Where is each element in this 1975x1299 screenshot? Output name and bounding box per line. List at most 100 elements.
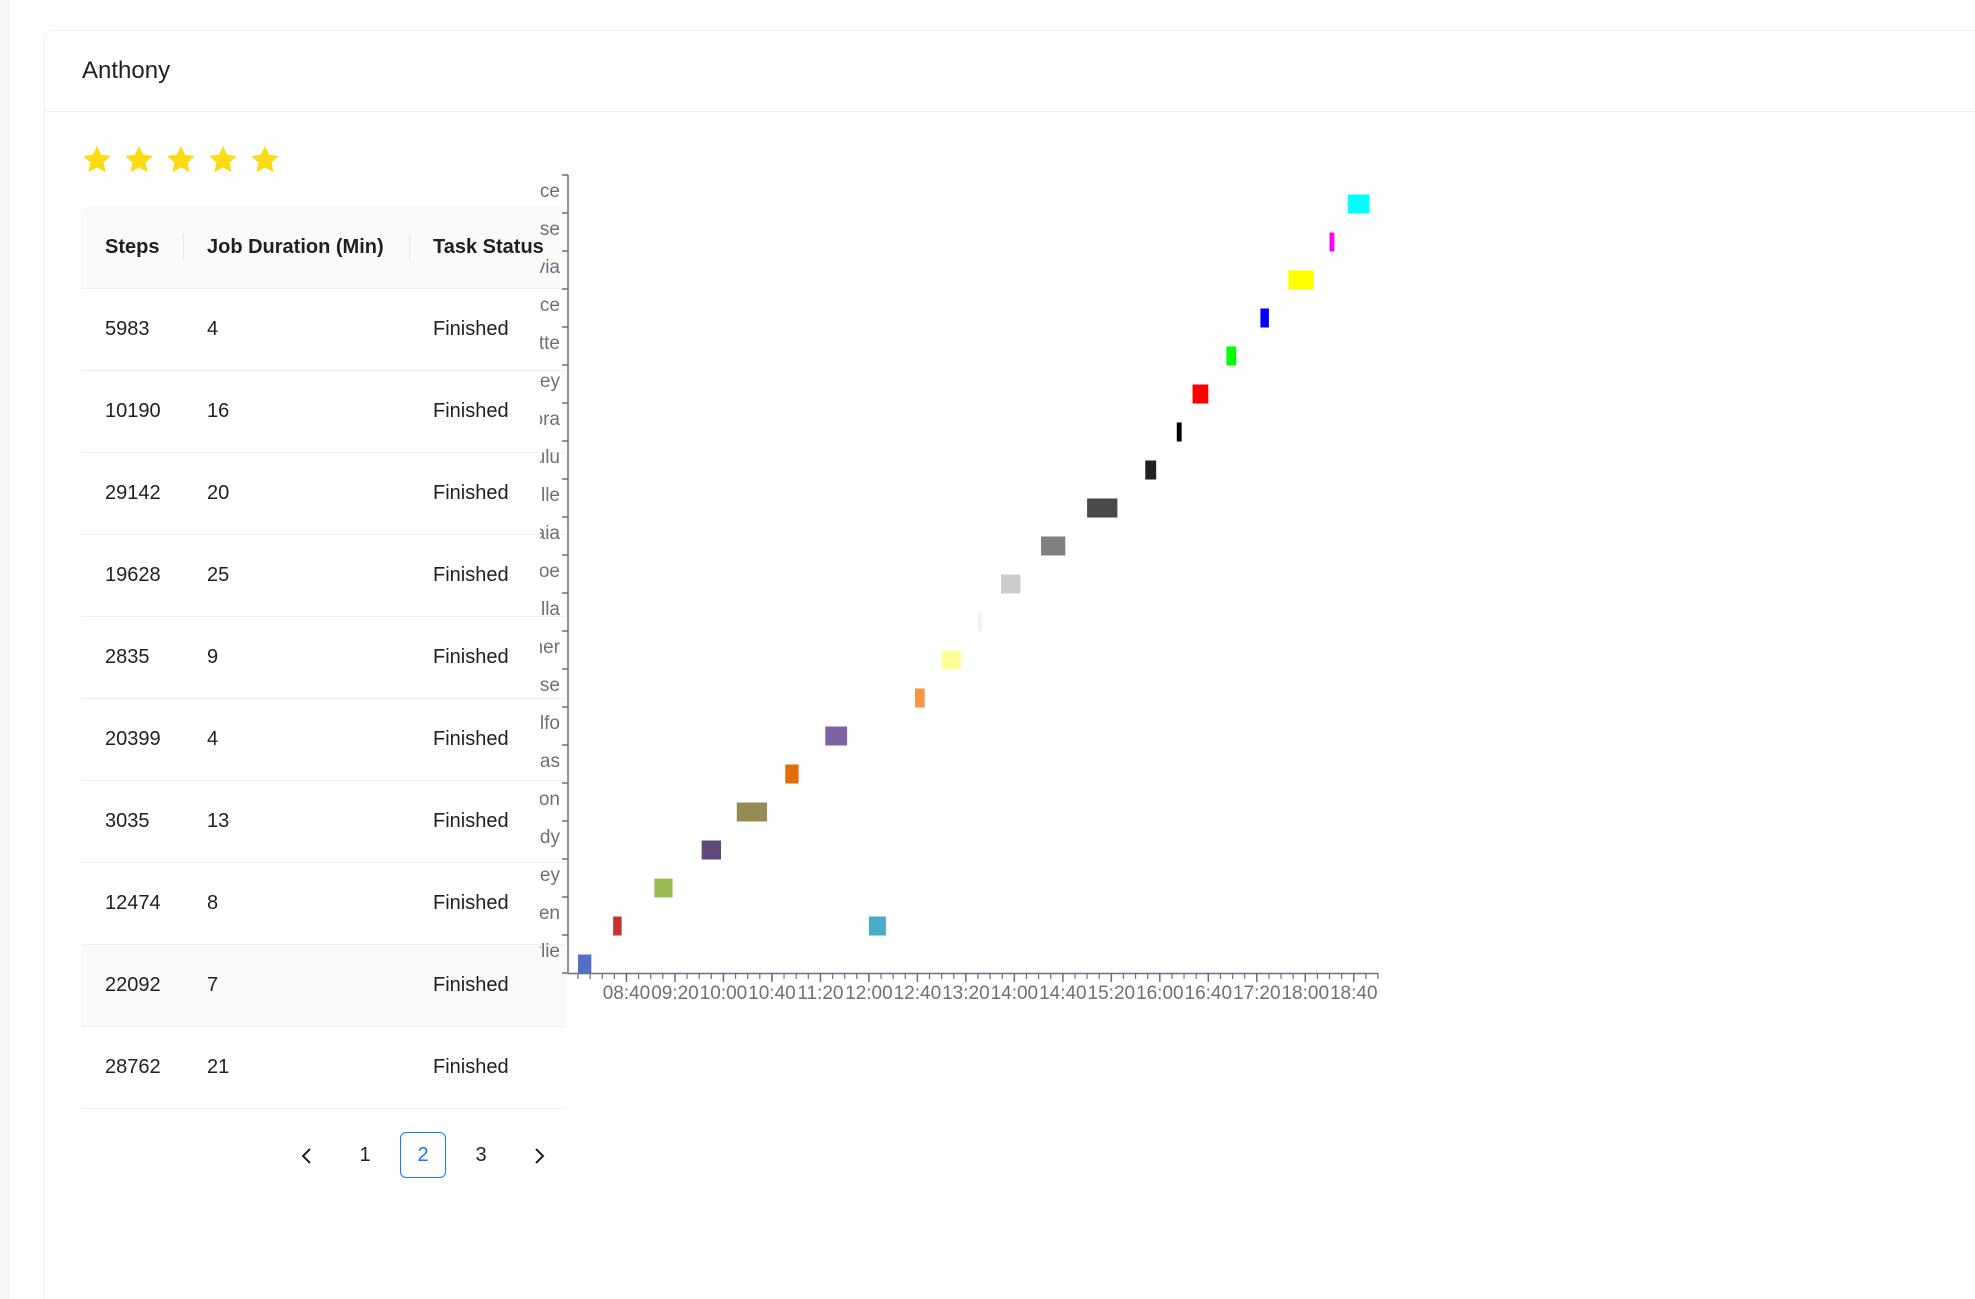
star-icon[interactable] [123, 144, 155, 176]
cell-job-duration: 25 [183, 534, 409, 617]
y-tick-label: Monroe [540, 561, 560, 582]
cell-steps: 22092 [81, 944, 183, 1027]
cell-job-duration: 9 [183, 616, 409, 699]
star-icon[interactable] [165, 144, 197, 176]
gantt-plot: Karlie Alden Burley Brody Juston Elias Arnulfo… [540, 174, 1379, 1004]
pagination-page-2[interactable]: 2 [400, 1132, 446, 1178]
pagination-page-3[interactable]: 3 [475, 1144, 487, 1166]
gantt-bar-marquise[interactable] [914, 688, 925, 708]
x-tick-label: 08:40 [603, 983, 651, 1004]
gantt-bar-heloise[interactable] [1329, 232, 1335, 252]
gantt-bar-arnulfo[interactable] [825, 726, 848, 746]
column-header-steps: Steps [81, 206, 183, 289]
table-row: 22092 7 Finished [81, 944, 566, 1027]
pagination-prev-button[interactable] [284, 1132, 330, 1178]
left-panel-edge [0, 0, 10, 1299]
gantt-bar-juston[interactable] [736, 802, 768, 822]
x-tick-label: 18:00 [1281, 983, 1329, 1004]
cell-steps: 28762 [81, 1026, 183, 1109]
cell-steps: 10190 [81, 370, 183, 453]
gantt-bar-karlie[interactable] [578, 954, 592, 974]
star-icon[interactable] [207, 144, 239, 176]
cell-task-status: Finished [409, 370, 566, 453]
gantt-bar-torey[interactable] [1192, 384, 1209, 404]
gantt-bar-alden[interactable] [613, 916, 622, 936]
gantt-bar-elias[interactable] [785, 764, 799, 784]
y-tick-label: Alden [540, 903, 560, 924]
y-tick-label: Beatrice [540, 295, 560, 316]
gantt-bar-nora[interactable] [1176, 422, 1182, 442]
pagination-next-button[interactable] [516, 1132, 562, 1178]
y-tick-label: Nelle [540, 485, 560, 506]
cell-job-duration: 13 [183, 780, 409, 863]
cell-task-status: Finished [409, 534, 566, 617]
star-icon[interactable] [81, 144, 113, 176]
y-tick-label: Torey [540, 371, 560, 392]
gantt-bar-lisette[interactable] [1226, 346, 1237, 366]
cell-steps: 2835 [81, 616, 183, 699]
y-tick-label: Elias [540, 751, 560, 772]
cell-task-status: Finished [409, 288, 566, 371]
y-tick-label: Juston [540, 789, 560, 810]
x-tick-label: 14:00 [991, 983, 1039, 1004]
x-tick-label: 15:20 [1088, 983, 1136, 1004]
y-tick-label: Summer [540, 637, 561, 658]
gantt-bar-summer[interactable] [941, 650, 962, 670]
cell-task-status: Finished [409, 1026, 566, 1109]
star-rating[interactable] [81, 144, 281, 176]
cell-steps: 12474 [81, 862, 183, 945]
gantt-bar-nelle[interactable] [1087, 498, 1118, 518]
jobs-table: Steps Job Duration (Min) Task Status 598… [81, 206, 566, 1109]
x-tick-label: 10:00 [700, 983, 748, 1004]
table-row: 10190 16 Finished [81, 370, 566, 453]
gantt-bar-lulu[interactable] [1145, 460, 1157, 480]
x-tick-label: 11:20 [797, 983, 843, 1004]
pagination-page-1[interactable]: 1 [359, 1144, 371, 1166]
gantt-bar-burley[interactable] [654, 878, 673, 898]
gantt-bar-octavia[interactable] [1288, 270, 1314, 290]
table-row: 19628 25 Finished [81, 534, 566, 617]
y-tick-label: Kaia [540, 523, 560, 544]
gantt-chart: Karlie Alden Burley Brody Juston Elias Arnulfo… [540, 160, 1680, 1230]
cell-steps: 19628 [81, 534, 183, 617]
y-tick-label: Heloise [540, 219, 560, 240]
gantt-bar-brody[interactable] [701, 840, 722, 860]
chevron-left-icon [301, 1148, 311, 1164]
chevron-right-icon [535, 1148, 545, 1164]
gantt-bar-rozella[interactable] [978, 612, 982, 632]
table-row: 28762 21 Finished [81, 1026, 566, 1109]
table-row: 12474 8 Finished [81, 862, 566, 945]
gantt-bar-alden[interactable] [868, 916, 886, 936]
cell-job-duration: 8 [183, 862, 409, 945]
column-header-task-status: Task Status [409, 206, 566, 289]
gantt-bar-kaia[interactable] [1041, 536, 1066, 556]
x-tick-label: 18:40 [1330, 983, 1378, 1004]
y-tick-label: Karlie [540, 941, 560, 962]
y-tick-label: Octavia [540, 257, 560, 278]
cell-job-duration: 4 [183, 698, 409, 781]
gantt-bar-beatrice[interactable] [1260, 308, 1269, 328]
gantt-bar-monroe[interactable] [1001, 574, 1021, 594]
y-tick-label: Brody [540, 827, 560, 848]
column-header-job-duration: Job Duration (Min) [183, 206, 409, 289]
cell-steps: 5983 [81, 288, 183, 371]
card-header: Anthony [45, 31, 1975, 112]
x-tick-label: 14:40 [1039, 983, 1087, 1004]
x-tick-label: 17:20 [1233, 983, 1281, 1004]
gantt-chart-svg: Karlie Alden Burley Brody Juston Elias Arnulfo… [540, 174, 1379, 1004]
pagination: 1 2 3 [284, 1132, 562, 1178]
gantt-bar-burnice[interactable] [1347, 194, 1370, 214]
cell-steps: 3035 [81, 780, 183, 863]
star-icon[interactable] [249, 144, 281, 176]
cell-task-status: Finished [409, 862, 566, 945]
y-tick-label: Rozella [540, 599, 560, 620]
table-row: 2835 9 Finished [81, 616, 566, 699]
table-row: 29142 20 Finished [81, 452, 566, 535]
x-tick-label: 12:40 [894, 983, 942, 1004]
cell-job-duration: 20 [183, 452, 409, 535]
cell-job-duration: 4 [183, 288, 409, 371]
card-title: Anthony [82, 57, 171, 84]
cell-task-status: Finished [409, 780, 566, 863]
table-header-row: Steps Job Duration (Min) Task Status [81, 206, 566, 289]
